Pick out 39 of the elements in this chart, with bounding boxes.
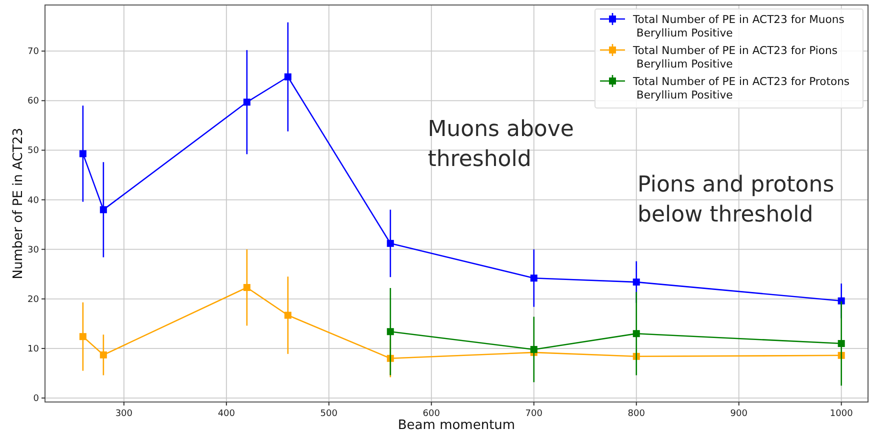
- legend-label: Total Number of PE in ACT23 for Protons Beryllium Positive: [632, 75, 850, 102]
- point: [100, 351, 107, 358]
- x-tick-label: 1000: [830, 409, 854, 419]
- point: [79, 333, 86, 340]
- point: [284, 73, 292, 80]
- y-axis-title: Number of PE in ACT23: [11, 128, 26, 280]
- x-axis-title: Beam momentum: [398, 418, 516, 431]
- x-tick-label: 900: [730, 409, 748, 419]
- point: [530, 274, 538, 282]
- y-tick-label: 10: [28, 344, 40, 354]
- y-tick-label: 70: [28, 47, 40, 58]
- x-tick-label: 800: [628, 409, 646, 419]
- legend-label: Total Number of PE in ACT23 for Muons Beryllium Positive: [632, 13, 845, 40]
- y-tick-label: 30: [28, 245, 40, 256]
- y-tick-label: 20: [28, 294, 40, 305]
- point: [632, 278, 640, 286]
- point: [284, 312, 292, 319]
- x-tick-label: 300: [115, 409, 133, 419]
- x-tick-label: 600: [422, 409, 440, 419]
- point: [530, 346, 538, 353]
- annotation: Muons above threshold: [428, 117, 574, 172]
- point: [838, 340, 845, 348]
- annotation: Pions and protons below threshold: [638, 172, 834, 228]
- point: [386, 328, 394, 336]
- y-tick-label: 50: [28, 146, 40, 156]
- y-tick-label: 60: [28, 96, 40, 107]
- x-tick-label: 400: [218, 409, 236, 419]
- y-tick-label: 40: [28, 196, 40, 206]
- x-tick-label: 500: [320, 409, 338, 419]
- x-tick-label: 700: [525, 409, 543, 419]
- point: [243, 284, 250, 292]
- point: [386, 240, 394, 247]
- legend-label: Total Number of PE in ACT23 for Pions Beryllium Positive: [632, 44, 838, 70]
- point: [100, 206, 107, 214]
- point: [632, 330, 640, 338]
- point: [243, 98, 250, 106]
- point: [838, 297, 845, 304]
- point: [79, 150, 86, 158]
- y-tick-label: 0: [33, 394, 40, 404]
